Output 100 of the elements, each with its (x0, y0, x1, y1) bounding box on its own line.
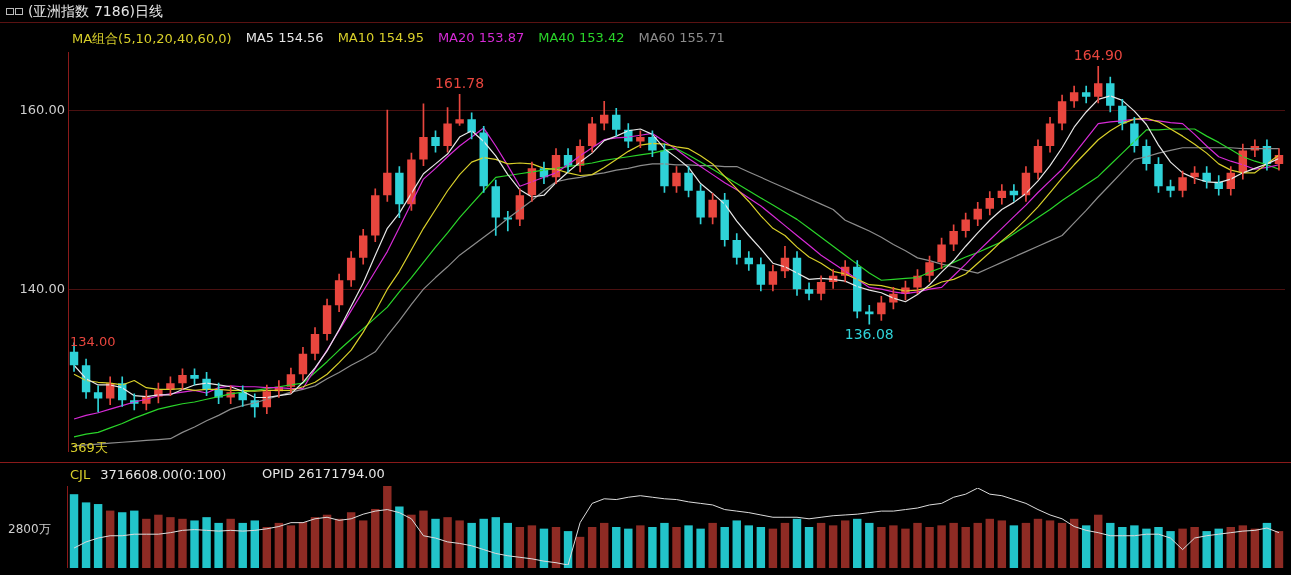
bar (744, 525, 754, 568)
bar (443, 517, 452, 568)
bar (455, 520, 464, 568)
bar (81, 502, 91, 568)
bar (154, 514, 163, 568)
bar (334, 518, 344, 568)
bar (780, 522, 790, 568)
bar (732, 520, 741, 568)
bar (660, 522, 669, 568)
bar (672, 527, 681, 568)
bar (720, 527, 729, 568)
bar (1262, 522, 1272, 568)
bar (1094, 514, 1103, 568)
bar (1154, 527, 1163, 568)
bar (178, 518, 187, 568)
bar (1226, 527, 1235, 568)
bar (816, 522, 826, 568)
bar (118, 512, 127, 568)
bar (1081, 525, 1091, 568)
bar (1130, 525, 1139, 568)
bar (865, 522, 874, 568)
bar (214, 522, 223, 568)
bar (551, 527, 561, 568)
bar (69, 494, 79, 568)
bar (756, 527, 766, 568)
bar (1118, 527, 1127, 568)
bar (1142, 528, 1151, 568)
bar (310, 517, 320, 568)
bar (431, 518, 440, 568)
bar (419, 510, 428, 568)
text: MA5 154.56 (245, 30, 324, 47)
bar (491, 517, 500, 568)
bar (925, 527, 934, 568)
bar (648, 527, 657, 568)
bar (262, 527, 272, 568)
bar (202, 517, 211, 568)
bar (93, 504, 103, 568)
text: MA20 153.87 (437, 30, 525, 47)
annotation: 164.90 (1073, 46, 1123, 63)
bar (684, 525, 693, 568)
bar (708, 522, 717, 568)
bar (587, 527, 597, 568)
bar (286, 525, 296, 568)
bar (901, 528, 910, 568)
bar (1045, 520, 1055, 568)
bar (371, 508, 380, 568)
text: OPID 26171794.00 (262, 466, 385, 482)
bar (889, 525, 898, 568)
text: CJL (70, 467, 91, 482)
bar (1106, 522, 1115, 568)
bar (828, 525, 838, 568)
bar (1033, 518, 1043, 568)
bar (166, 517, 175, 568)
bar (599, 522, 609, 568)
bar (961, 527, 970, 568)
bar (575, 536, 585, 568)
bar (612, 527, 621, 568)
bar (1069, 518, 1079, 568)
chart-title: (亚洲指数 7186)日线 (28, 3, 164, 19)
annotation: 136.08 (844, 325, 894, 342)
bar (1250, 528, 1260, 568)
bar (1214, 528, 1223, 568)
bar (696, 528, 705, 568)
legend-title: MA组合(5,10,20,40,60,0) (72, 30, 232, 48)
annotation: 161.78 (435, 74, 485, 91)
bar (238, 522, 247, 568)
bar (1202, 531, 1211, 568)
text: 3716608.00(0:100) (100, 467, 227, 482)
bar (322, 514, 332, 568)
bar (250, 520, 259, 568)
bar (346, 512, 356, 568)
bar (527, 525, 537, 568)
bar (877, 527, 886, 568)
bar (190, 520, 199, 568)
bar (1190, 527, 1199, 568)
bar (997, 520, 1007, 568)
bar (515, 527, 525, 568)
bar (359, 520, 368, 568)
bar (1057, 522, 1067, 568)
bar (985, 518, 994, 568)
bar (768, 528, 778, 568)
text: 2800万 (8, 521, 51, 537)
bar (792, 518, 802, 568)
y-tick-label: 140.00 (19, 280, 65, 296)
bar (274, 522, 284, 568)
bar (1021, 522, 1031, 568)
bar (383, 486, 392, 568)
y-tick-label: 160.00 (19, 101, 65, 117)
bar (804, 527, 814, 568)
bar (949, 522, 958, 568)
bar (479, 518, 488, 568)
bar (1238, 525, 1248, 568)
bar (913, 522, 922, 568)
text: MA10 154.95 (337, 30, 424, 47)
bar (1009, 525, 1019, 568)
bar (467, 522, 476, 568)
bar (407, 514, 416, 568)
bar (539, 528, 549, 568)
bar (1274, 531, 1284, 568)
bar (840, 520, 850, 568)
